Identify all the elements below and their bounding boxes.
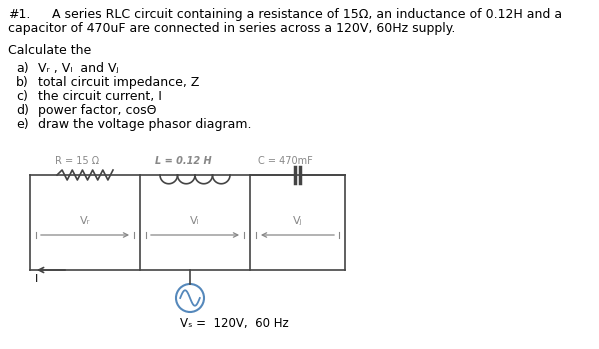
Text: c): c)	[16, 90, 28, 103]
Text: Calculate the: Calculate the	[8, 44, 91, 57]
Text: C = 470mF: C = 470mF	[258, 156, 313, 166]
Text: Vᵣ , Vₗ  and Vⱼ: Vᵣ , Vₗ and Vⱼ	[38, 62, 119, 75]
Text: A series RLC circuit containing a resistance of 15Ω, an inductance of 0.12H and : A series RLC circuit containing a resist…	[52, 8, 562, 21]
Text: the circuit current, I: the circuit current, I	[38, 90, 162, 103]
Text: Vₗ: Vₗ	[190, 216, 199, 226]
Text: R = 15 Ω: R = 15 Ω	[55, 156, 99, 166]
Text: capacitor of 470uF are connected in series across a 120V, 60Hz supply.: capacitor of 470uF are connected in seri…	[8, 22, 455, 35]
Text: total circuit impedance, Z: total circuit impedance, Z	[38, 76, 199, 89]
Text: Vᵣ: Vᵣ	[80, 216, 90, 226]
Text: a): a)	[16, 62, 29, 75]
Text: I: I	[35, 274, 38, 284]
Text: e): e)	[16, 118, 29, 131]
Text: d): d)	[16, 104, 29, 117]
Text: Vₛ =  120V,  60 Hz: Vₛ = 120V, 60 Hz	[180, 317, 289, 330]
Text: b): b)	[16, 76, 29, 89]
Text: #1.: #1.	[8, 8, 31, 21]
Text: Vⱼ: Vⱼ	[293, 216, 302, 226]
Text: draw the voltage phasor diagram.: draw the voltage phasor diagram.	[38, 118, 252, 131]
Text: L = 0.12 H: L = 0.12 H	[155, 156, 211, 166]
Text: power factor, cosΘ: power factor, cosΘ	[38, 104, 156, 117]
